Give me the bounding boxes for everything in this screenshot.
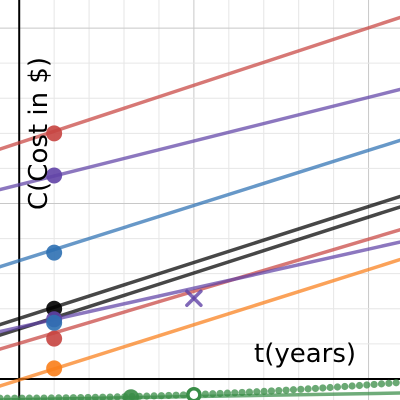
dotted-series-point	[84, 393, 92, 400]
dotted-series-point	[150, 392, 158, 400]
dotted-series-point	[289, 386, 298, 394]
cross-point[interactable]	[185, 289, 203, 307]
dotted-series-point	[370, 380, 378, 389]
series-line-7[interactable]	[0, 240, 400, 334]
dotted-series-point	[33, 394, 41, 400]
dotted-series-point	[55, 394, 63, 400]
dotted-series-point	[326, 383, 334, 392]
dotted-series-point	[62, 394, 70, 400]
dotted-series-point	[3, 394, 11, 400]
series-line-5[interactable]	[0, 205, 400, 337]
dotted-series-point	[348, 382, 356, 390]
dotted-series-point	[223, 389, 232, 397]
data-point-1[interactable]	[46, 125, 63, 142]
dotted-series-point	[319, 384, 327, 392]
dotted-series-point	[157, 392, 165, 400]
dotted-series-point	[245, 388, 254, 396]
dotted-series-point	[377, 380, 386, 388]
series-line-4[interactable]	[0, 194, 400, 327]
series-line-3[interactable]	[0, 138, 400, 269]
dotted-series-point	[216, 389, 224, 398]
dotted-series-point	[143, 392, 151, 400]
dotted-series-point	[297, 385, 305, 393]
dotted-series-point	[106, 393, 114, 400]
dotted-series-point	[238, 388, 246, 397]
dotted-series-point	[392, 379, 400, 387]
dotted-series-point	[0, 394, 4, 400]
dotted-series-point	[304, 385, 312, 393]
dotted-series-point	[165, 391, 173, 400]
dotted-series-point	[253, 388, 261, 396]
dotted-series-point	[40, 394, 48, 400]
dotted-series-point	[18, 394, 26, 400]
dotted-series-point	[172, 391, 180, 399]
data-point-3[interactable]	[46, 244, 63, 261]
dotted-series-point	[91, 393, 99, 400]
dotted-series-point	[47, 394, 55, 400]
data-point-8[interactable]	[46, 360, 63, 377]
data-point-2[interactable]	[46, 167, 63, 184]
data-point-6[interactable]	[46, 314, 63, 331]
dotted-series-point	[231, 389, 239, 397]
dotted-series-point	[363, 381, 371, 389]
dotted-series-point	[201, 390, 210, 398]
dotted-series-point	[333, 383, 342, 391]
dotted-series-point	[179, 391, 188, 399]
dotted-series-point	[113, 393, 121, 400]
dotted-series-point	[275, 386, 283, 395]
dotted-series-point	[260, 387, 268, 395]
x-axis-label: t(years)	[254, 339, 356, 369]
series-line-8[interactable]	[0, 257, 400, 388]
y-axis-label: C(Cost in $)	[24, 57, 54, 210]
dotted-series-point	[25, 394, 33, 400]
series-line-6[interactable]	[0, 228, 400, 351]
dotted-series-point	[69, 394, 77, 400]
data-point-9[interactable]	[123, 389, 140, 400]
dotted-series-point	[209, 390, 217, 398]
dotted-series-point	[385, 379, 393, 387]
dotted-series-point	[77, 394, 85, 400]
dotted-series-point	[355, 381, 364, 390]
data-point-7[interactable]	[46, 330, 63, 347]
dotted-series-point	[341, 382, 349, 391]
series-line-2[interactable]	[0, 87, 400, 192]
dotted-series-point	[311, 384, 320, 393]
dotted-series-point	[99, 393, 107, 400]
open-point[interactable]	[186, 386, 202, 400]
series-line-1[interactable]	[0, 15, 400, 151]
dotted-series-point	[282, 386, 290, 394]
data-points[interactable]	[46, 125, 203, 400]
dotted-series-point	[267, 387, 276, 395]
dotted-series-point	[11, 394, 19, 400]
